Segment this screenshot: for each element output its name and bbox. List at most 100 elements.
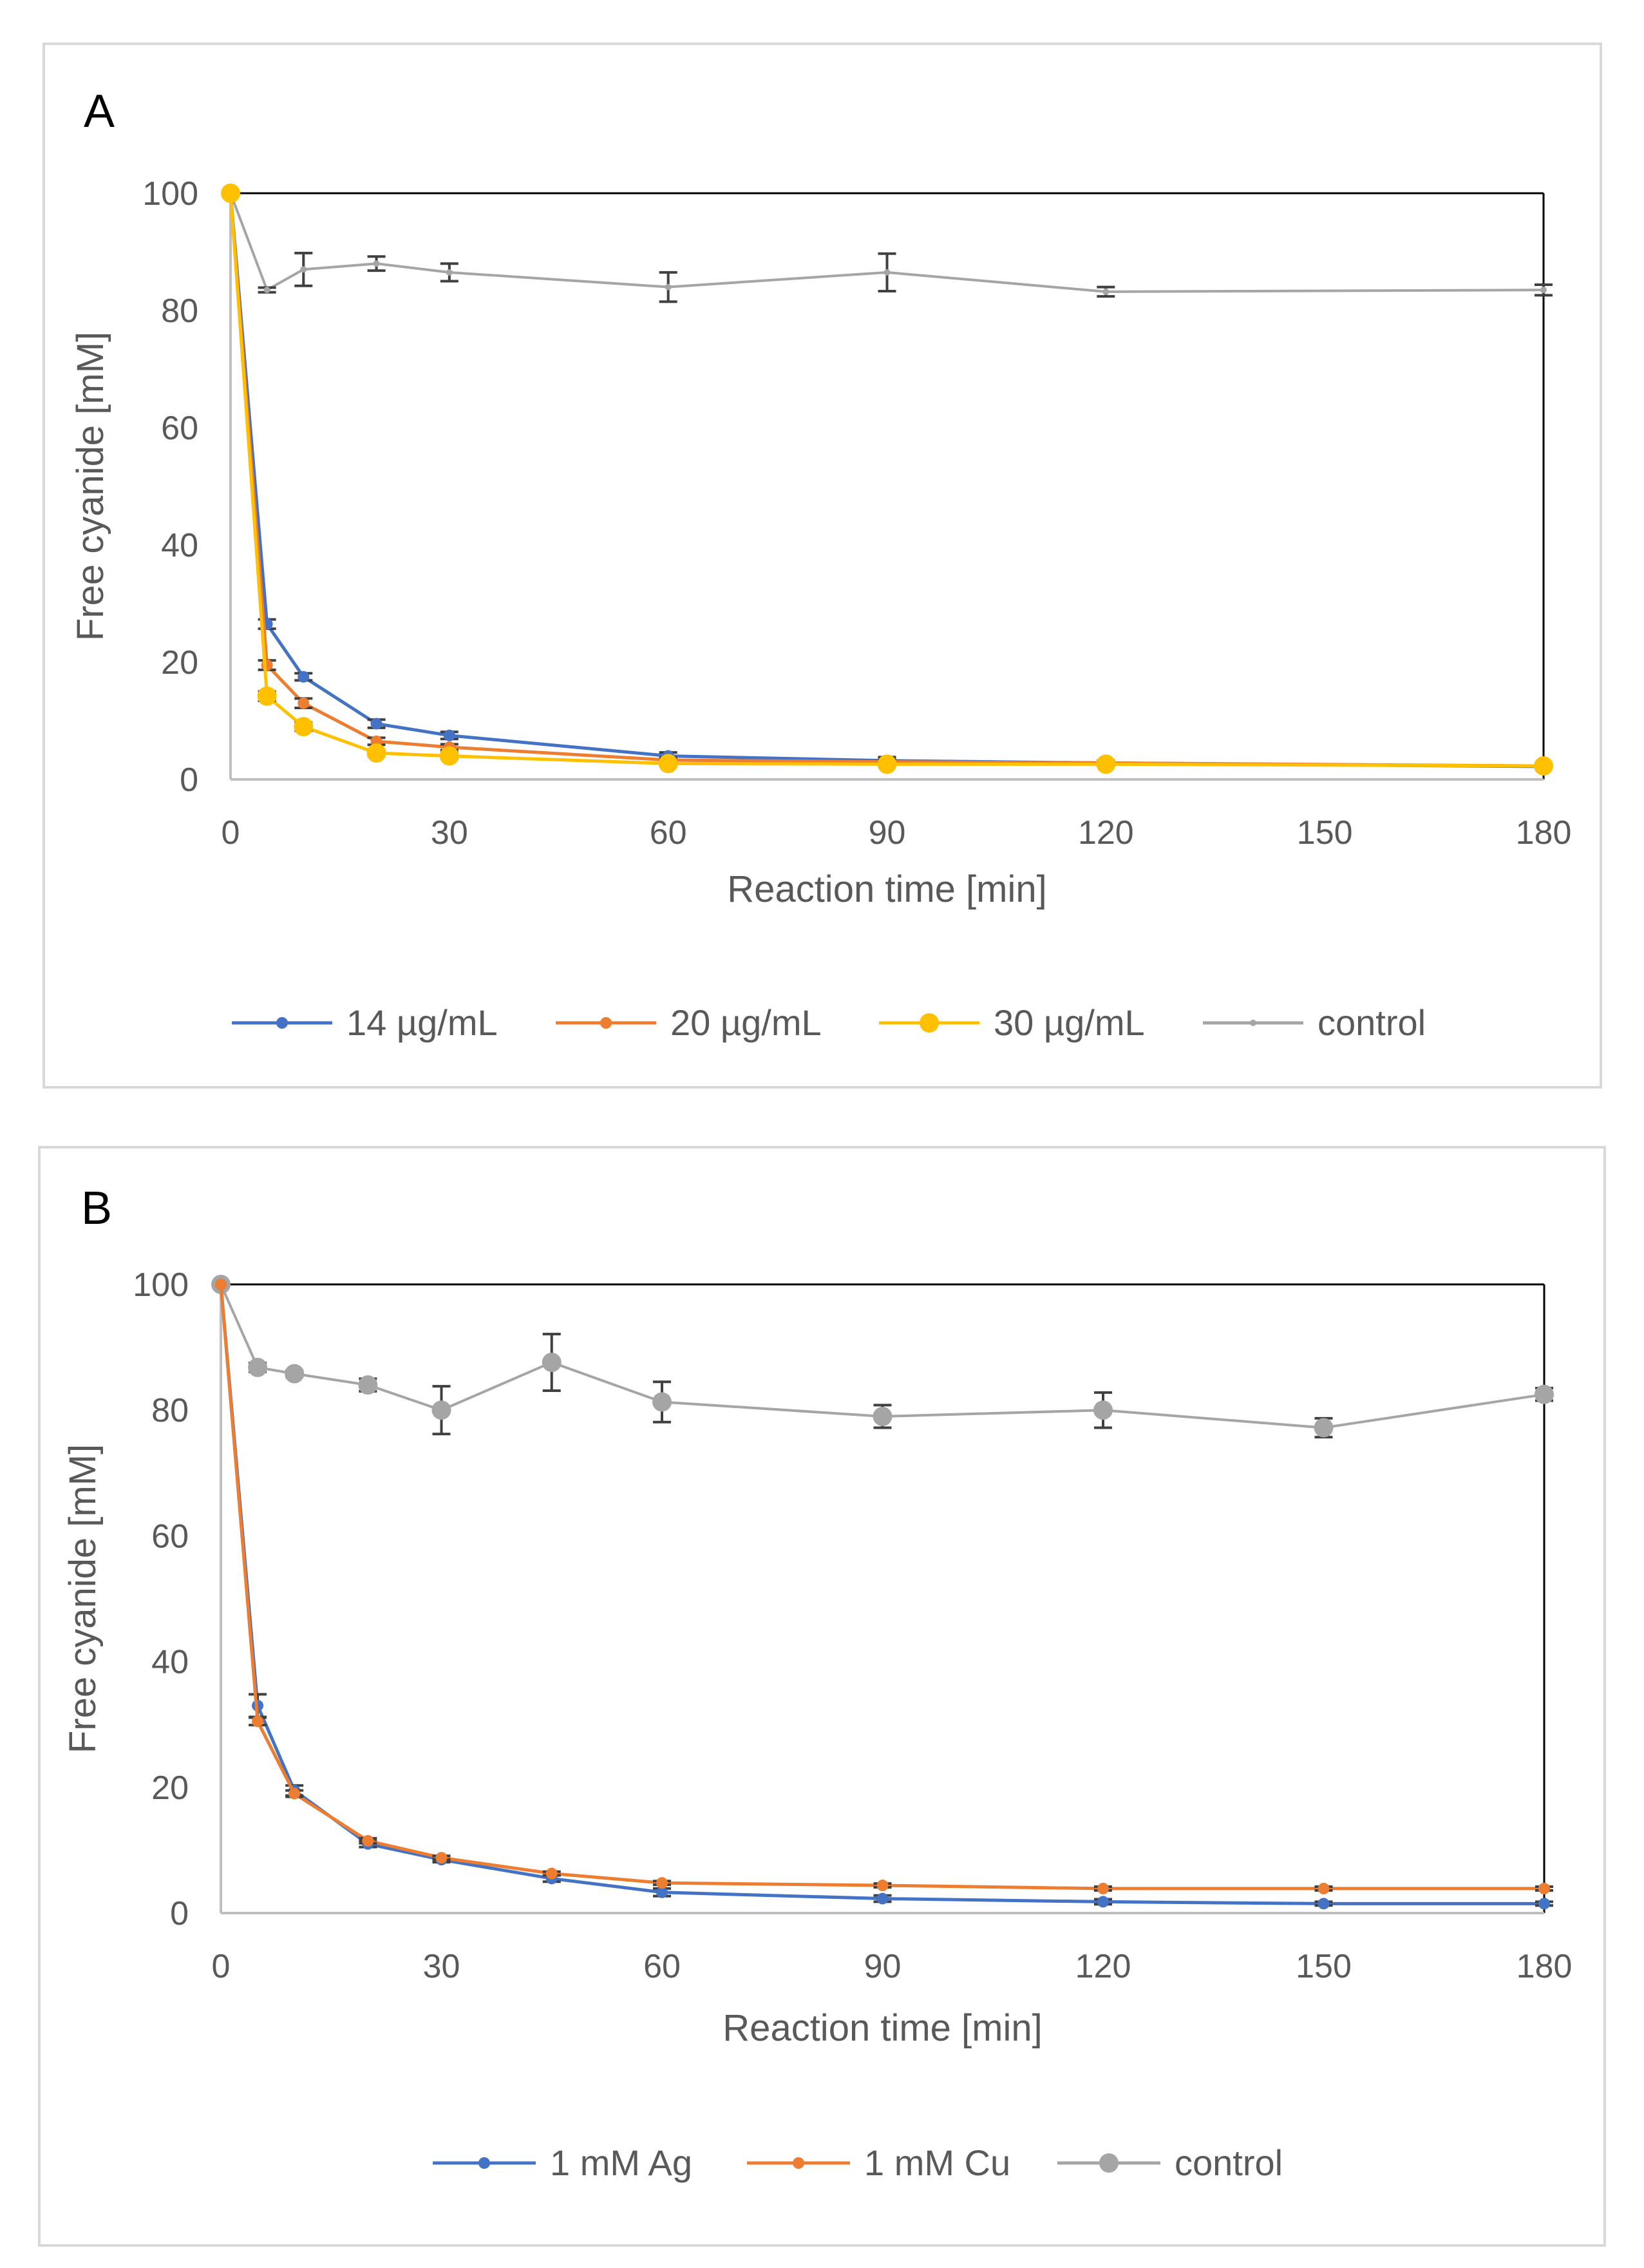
series-control — [227, 190, 1553, 303]
y-tick-label: 80 — [151, 1392, 189, 1429]
data-point — [366, 743, 386, 763]
legend-label: 14 µg/mL — [346, 1002, 498, 1043]
y-tick-label: 20 — [161, 644, 198, 681]
x-tick-label: 120 — [1075, 1948, 1131, 1985]
legend-marker — [276, 1017, 288, 1029]
data-point — [257, 686, 277, 706]
legend-marker — [600, 1017, 612, 1029]
series-line — [219, 1284, 1544, 1905]
legend-entry: 30 µg/mL — [879, 1002, 1145, 1043]
data-point — [443, 729, 455, 741]
data-point — [358, 1375, 378, 1395]
x-tick-label: 180 — [1516, 1948, 1573, 1985]
data-point — [877, 754, 897, 774]
x-tick-label: 30 — [431, 814, 468, 852]
data-point — [876, 1892, 889, 1905]
x-tick-label: 150 — [1296, 1948, 1352, 1985]
series-1-mm-ag — [215, 1279, 1553, 1910]
data-point — [1538, 1898, 1550, 1910]
legend-entry: control — [1057, 2142, 1283, 2183]
data-point — [435, 1852, 448, 1864]
x-tick-label: 0 — [222, 814, 240, 852]
legend-entry: 1 mM Cu — [747, 2142, 1010, 2183]
x-tick-label: 60 — [643, 1948, 681, 1985]
legend-entry: 1 mM Ag — [433, 2142, 692, 2183]
data-point — [439, 746, 459, 766]
chart-panel-b: B — [38, 1146, 1606, 2247]
data-point — [298, 697, 310, 709]
data-point — [370, 718, 383, 730]
legend-label: control — [1175, 2142, 1283, 2183]
data-point — [215, 1279, 227, 1290]
data-point — [542, 1353, 562, 1373]
data-point — [1534, 756, 1553, 776]
data-point — [263, 287, 270, 294]
y-tick-label: 0 — [180, 761, 198, 799]
data-point — [1535, 1384, 1554, 1404]
data-point — [1318, 1882, 1330, 1894]
data-point — [1538, 1882, 1550, 1894]
y-tick-label: 20 — [151, 1769, 189, 1807]
x-tick-label: 90 — [869, 814, 906, 852]
chart-b: 0 30 60 90 120 150 180 0 20 40 60 80 100 Reaction tim… — [62, 1266, 1572, 2183]
series-14-g-ml — [225, 187, 1553, 772]
data-point — [545, 1867, 558, 1880]
data-point — [1093, 1400, 1113, 1420]
y-tick-label: 40 — [161, 527, 198, 564]
data-point — [1097, 1882, 1109, 1894]
legend-label: 1 mM Cu — [864, 2142, 1010, 2183]
data-point — [248, 1357, 268, 1377]
x-tick-label: 120 — [1078, 814, 1134, 852]
x-tick-label: 180 — [1516, 814, 1572, 852]
legend-entry: 20 µg/mL — [556, 1002, 822, 1043]
panel-label-b: B — [81, 1183, 113, 1234]
data-point — [294, 717, 314, 737]
y-tick-label: 60 — [151, 1518, 189, 1555]
data-point — [1318, 1898, 1330, 1910]
data-point — [1540, 287, 1547, 294]
legend-entry: control — [1203, 1002, 1426, 1043]
x-axis-title: Reaction time [min] — [723, 2007, 1042, 2049]
legend-label: 30 µg/mL — [994, 1002, 1145, 1043]
data-point — [431, 1400, 451, 1420]
y-axis-title: Free cyanide [mM] — [62, 1444, 104, 1753]
y-tick-label: 100 — [133, 1266, 189, 1304]
legend-label: 1 mM Ag — [550, 2142, 692, 2183]
data-point — [300, 266, 307, 273]
legend-entry: 14 µg/mL — [232, 1002, 498, 1043]
x-tick-label: 60 — [650, 814, 687, 852]
panel-label-a: A — [84, 86, 115, 137]
data-point — [876, 1880, 889, 1892]
data-point — [288, 1787, 301, 1800]
chart-panel-a: A — [43, 43, 1602, 1089]
data-point — [658, 754, 678, 774]
data-point — [883, 269, 891, 276]
legend-marker — [1250, 1020, 1256, 1026]
series-30-g-ml — [221, 184, 1553, 776]
data-point — [446, 269, 453, 276]
series-control — [211, 1275, 1554, 1439]
x-tick-label: 0 — [212, 1948, 231, 1985]
data-point — [873, 1406, 893, 1426]
y-tick-label: 60 — [161, 410, 198, 447]
legend-label: 20 µg/mL — [670, 1002, 822, 1043]
data-point — [652, 1392, 672, 1412]
data-point — [285, 1364, 305, 1384]
data-point — [1102, 288, 1110, 295]
data-point — [373, 260, 380, 267]
legend-label: control — [1318, 1002, 1426, 1043]
legend-marker — [1099, 2153, 1119, 2173]
y-tick-label: 40 — [151, 1644, 189, 1681]
data-point — [298, 671, 310, 683]
legend-marker — [793, 2157, 804, 2169]
data-point — [656, 1886, 668, 1898]
data-point — [656, 1877, 668, 1889]
data-point — [362, 1834, 374, 1847]
x-axis-title: Reaction time [min] — [727, 868, 1046, 910]
chart-a: 0 30 60 90 120 150 180 0 20 40 60 80 100 Reaction tim… — [70, 175, 1571, 1043]
x-tick-label: 90 — [864, 1948, 902, 1985]
data-point — [1097, 1896, 1109, 1908]
y-tick-label: 0 — [170, 1895, 189, 1932]
data-point — [665, 283, 672, 291]
